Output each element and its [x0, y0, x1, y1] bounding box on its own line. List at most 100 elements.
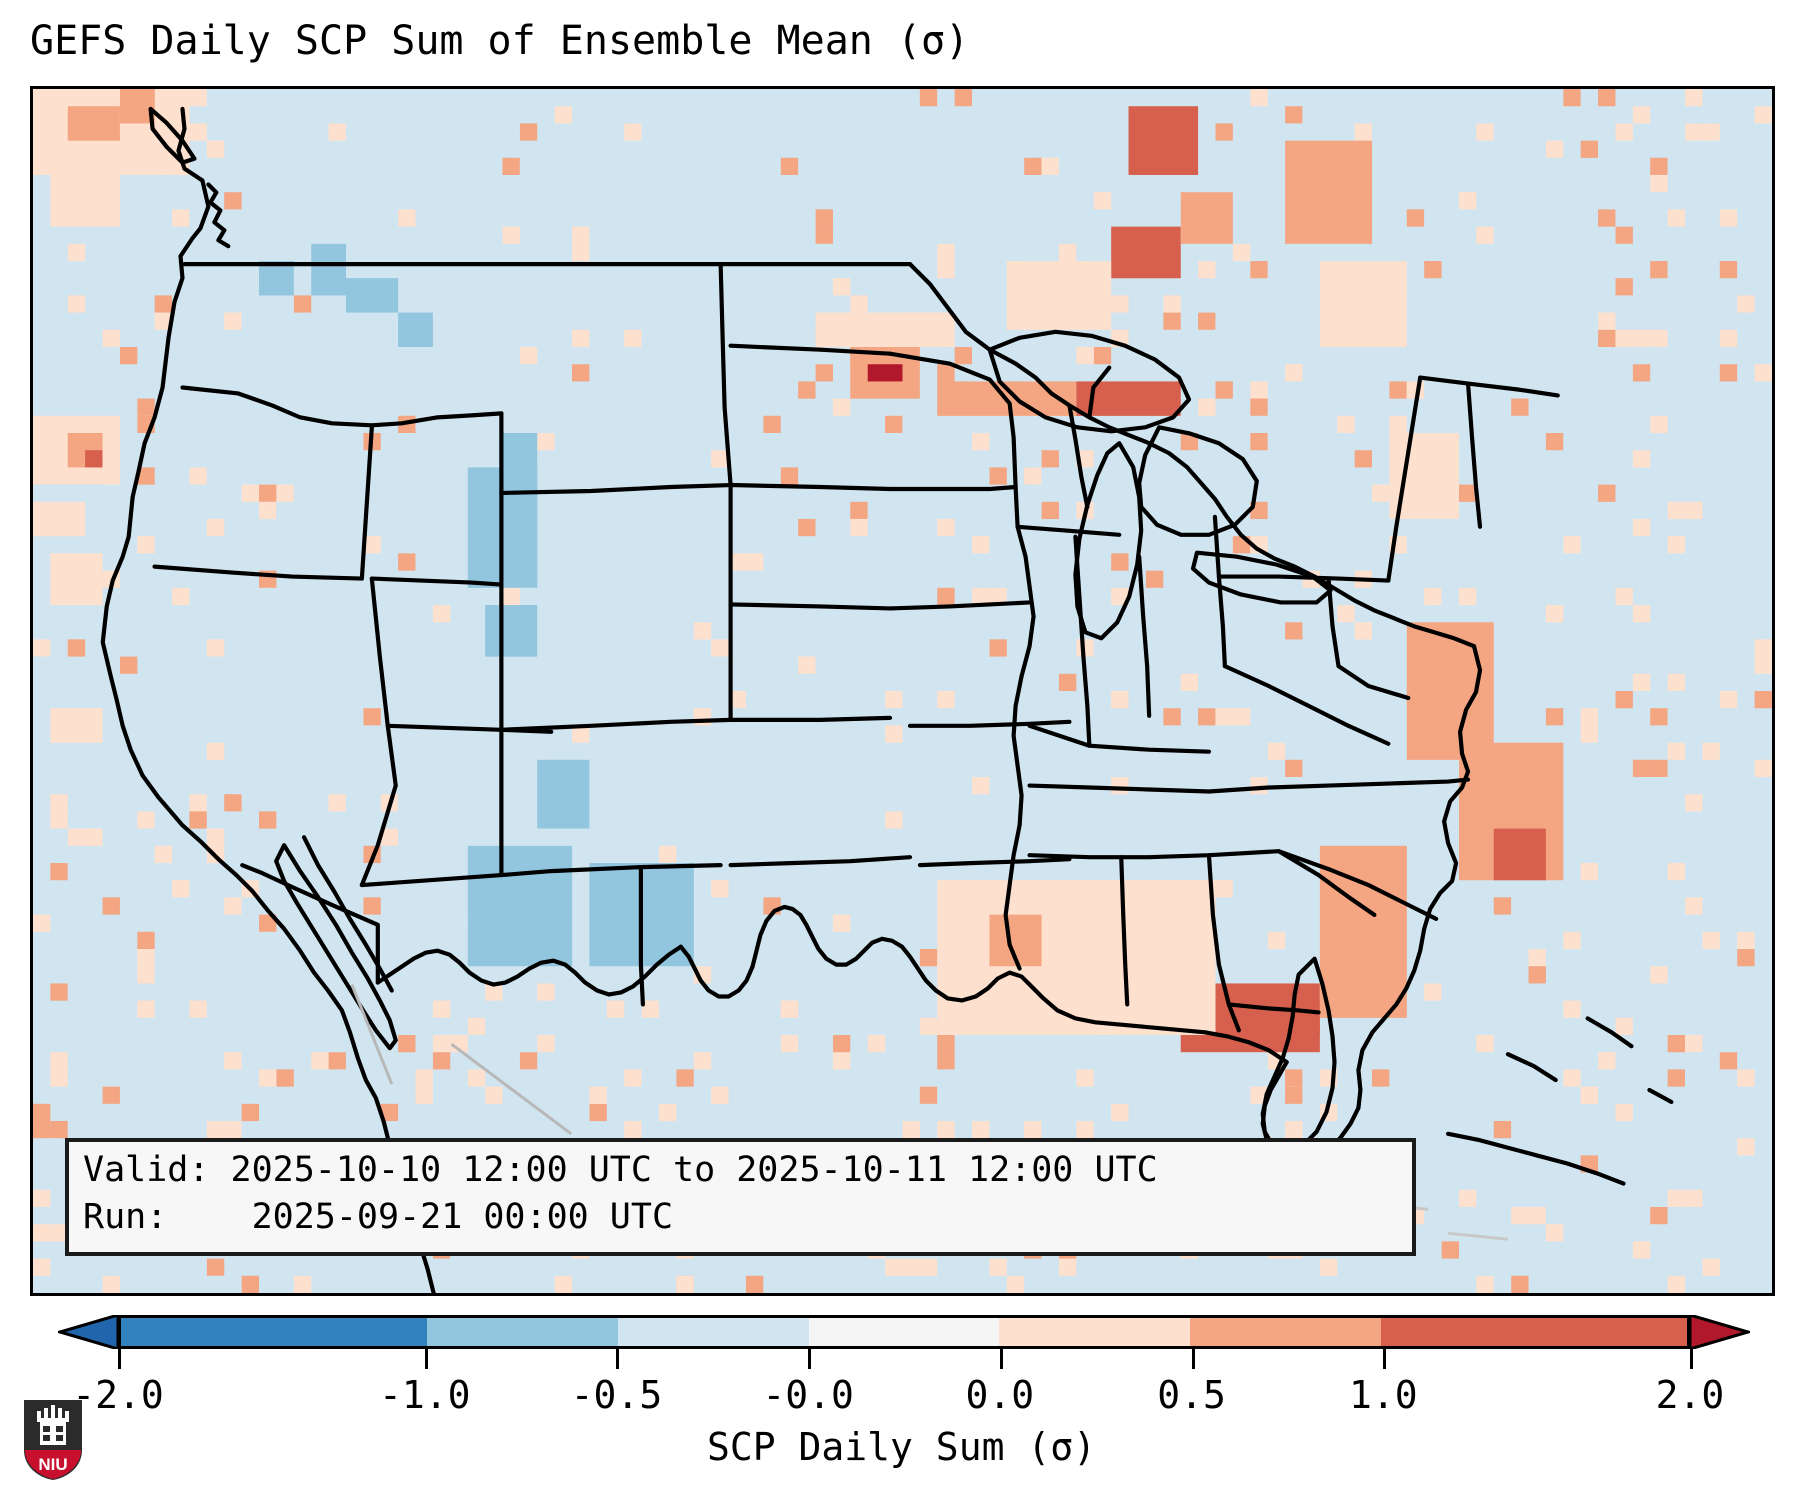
state-border-il-in-oh [1073, 534, 1092, 748]
heatmap-cell [919, 1258, 938, 1276]
heatmap-cell [1580, 863, 1599, 881]
heatmap-cell [676, 1069, 694, 1087]
heatmap-cell [1737, 295, 1755, 313]
heatmap-cell [937, 518, 955, 537]
state-border-pa-ny [1216, 574, 1391, 583]
heatmap-cell [137, 1000, 155, 1018]
colorbar: -2.0 -1.0 -0.5 -0.0 0.0 0.5 1.0 2.0 [30, 1315, 1775, 1417]
heatmap-cell [1632, 450, 1651, 468]
state-border-ne-ks [728, 602, 893, 611]
heatmap-cell [1424, 587, 1442, 606]
heatmap-cell [1232, 243, 1251, 262]
heatmap-cell [50, 553, 103, 606]
colorbar-tick-label: 2.0 [1655, 1373, 1725, 1417]
heatmap-cell [937, 880, 1216, 1035]
state-border-ny-ne [1386, 375, 1423, 583]
heatmap-cell [1319, 261, 1407, 348]
colorbar-segment [1381, 1318, 1687, 1346]
heatmap-cell [119, 656, 138, 674]
heatmap-cell [189, 1000, 207, 1018]
heatmap-cell [1319, 1258, 1338, 1276]
heatmap-cell [1528, 966, 1546, 984]
state-border-az-nm [359, 863, 723, 888]
heatmap-cell [537, 432, 555, 451]
heatmap-cell [67, 828, 86, 846]
heatmap-cell [1476, 1034, 1494, 1053]
heatmap-cell [467, 1069, 486, 1087]
heatmap-cell [989, 1258, 1007, 1276]
heatmap-cell [33, 501, 86, 537]
page-title: GEFS Daily SCP Sum of Ensemble Mean (σ) [30, 18, 970, 64]
heatmap-cell [972, 587, 990, 606]
heatmap-cell [1006, 1275, 1025, 1293]
heatmap-cell [1458, 484, 1477, 502]
lake-erie-ontario [1190, 550, 1333, 605]
heatmap-cell [67, 639, 86, 657]
heatmap-cell [1041, 501, 1059, 520]
heatmap-cell [1285, 1069, 1303, 1087]
heatmap-cell [989, 639, 1007, 657]
heatmap-cell [1111, 587, 1129, 606]
heatmap-cell [902, 1120, 920, 1139]
heatmap-cell [937, 364, 955, 382]
state-border-mississippi-river [1003, 524, 1036, 971]
colorbar-segment [808, 1318, 1000, 1346]
heatmap-cell [1545, 605, 1564, 623]
heatmap-cell [554, 106, 573, 124]
heatmap-cell [1528, 949, 1546, 967]
heatmap-cell [502, 432, 538, 468]
heatmap-cell [1389, 415, 1407, 433]
heatmap-cell [1198, 398, 1216, 416]
heatmap-cell [33, 1224, 51, 1242]
heatmap-cell [50, 708, 103, 743]
heatmap-cell [1424, 261, 1442, 279]
heatmap-cell [1598, 209, 1616, 227]
state-border-al-ga [1206, 853, 1241, 1033]
vancouver-island [148, 106, 197, 165]
heatmap-cell [1093, 192, 1112, 210]
lake-superior [987, 329, 1192, 434]
heatmap-cell [1667, 1069, 1686, 1087]
heatmap-cell [624, 123, 642, 141]
heatmap-cell [1580, 140, 1599, 158]
heatmap-cell [137, 931, 155, 950]
pacific-coastline [100, 106, 436, 1293]
heatmap-cell [728, 553, 746, 571]
heatmap-cell [1285, 1120, 1303, 1139]
heatmap-cell [1754, 656, 1772, 674]
heatmap-cell [259, 261, 294, 296]
heatmap-cell [832, 1034, 851, 1053]
heatmap-cell [572, 243, 590, 262]
heatmap-cell [519, 347, 538, 365]
colorbar-tick-label: 0.5 [1157, 1373, 1226, 1417]
heatmap-cell [1632, 364, 1651, 382]
heatmap-cell [624, 1120, 642, 1139]
heatmap-cell [589, 1086, 607, 1104]
heatmap-cell [1545, 432, 1564, 451]
heatmap-cell [1250, 776, 1268, 795]
heatmap-cell [1685, 794, 1703, 812]
lake-michigan [1073, 441, 1144, 641]
state-border-id-mt-wy [369, 411, 504, 428]
heatmap-cell [137, 949, 155, 967]
colorbar-tick-label: -0.5 [570, 1373, 663, 1417]
heatmap-cell [50, 983, 68, 1001]
colorbar-bar [118, 1315, 1690, 1349]
heatmap-cell [919, 89, 938, 107]
heatmap-cell [224, 897, 242, 915]
heatmap-cell [972, 1120, 990, 1139]
heatmap-cell [119, 347, 138, 365]
heatmap-cell [1024, 467, 1042, 485]
heatmap-cell [711, 880, 729, 898]
heatmap-cell [972, 432, 990, 451]
heatmap-cell [189, 811, 207, 829]
heatmap-cell [189, 794, 207, 812]
state-border-co-nm [499, 717, 733, 732]
heatmap-cell [1685, 89, 1703, 107]
heatmap-cell [1667, 1034, 1686, 1053]
heatmap-cell [1632, 759, 1651, 777]
heatmap-cell [119, 89, 155, 124]
heatmap-cell [972, 536, 990, 554]
state-border-pa-md-nj [1326, 576, 1411, 701]
heatmap-cell [1615, 226, 1633, 244]
